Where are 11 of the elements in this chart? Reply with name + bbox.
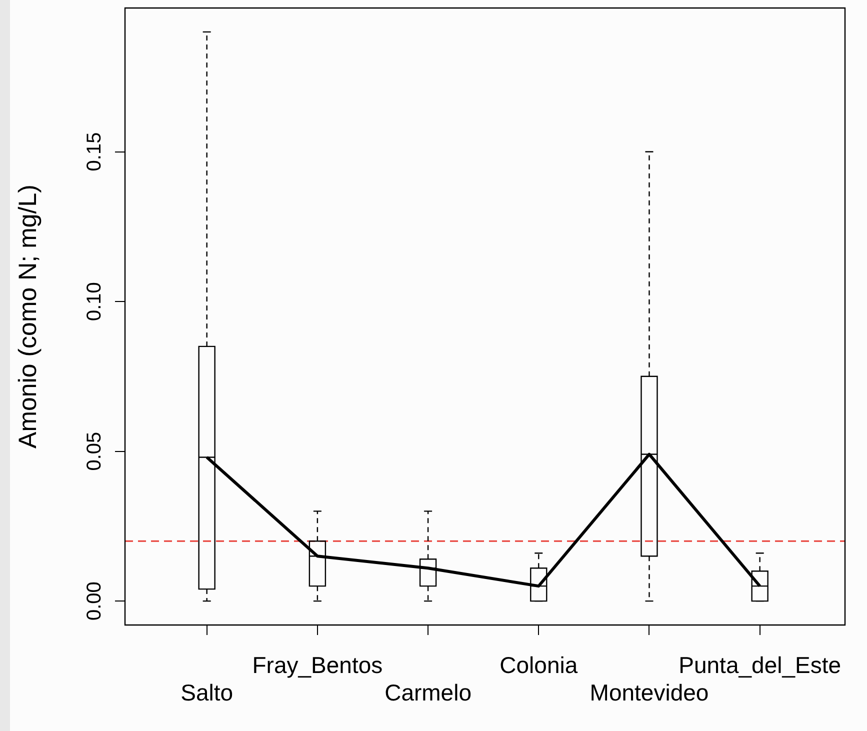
y-tick-label: 0.05 (84, 432, 106, 471)
y-tick-label: 0.10 (84, 282, 106, 321)
x-tick-label: Punta_del_Este (678, 652, 842, 678)
x-tick-label: Carmelo (384, 680, 472, 706)
y-tick-label: 0.15 (84, 132, 106, 172)
x-tick-label: Fray_Bentos (252, 652, 383, 678)
y-axis-title: Amonio (como N; mg/L) (14, 184, 42, 448)
x-tick-label: Salto (180, 680, 234, 706)
x-tick-label: Colonia (500, 652, 578, 678)
y-tick-label: 0.00 (84, 582, 106, 621)
x-tick-label: Montevideo (590, 680, 709, 706)
